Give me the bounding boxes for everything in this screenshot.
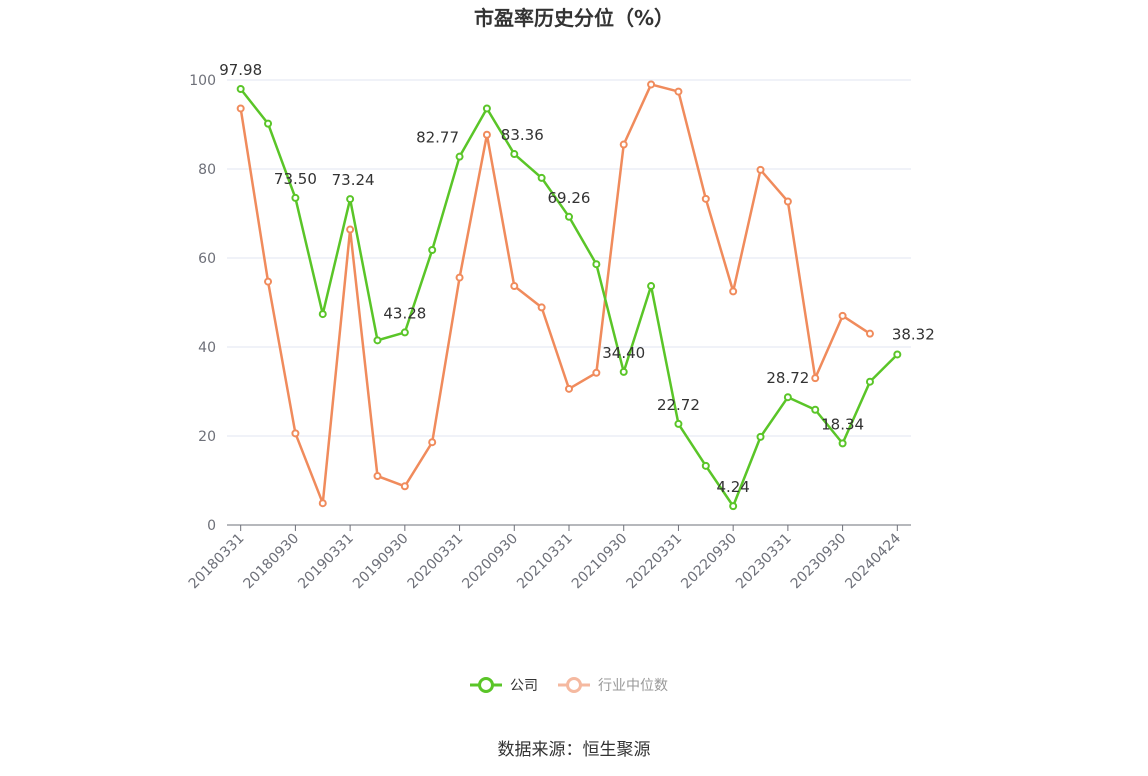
x-tick-label: 20220930 (678, 531, 740, 593)
point-industry-median[interactable] (373, 472, 382, 481)
point-company[interactable] (756, 432, 765, 441)
point-company[interactable] (373, 336, 382, 345)
x-tick-label: 20240424 (842, 530, 904, 592)
x-tick-label: 20230331 (733, 531, 795, 593)
chart-title: 市盈率历史分位（%） (474, 6, 674, 30)
data-label: 73.50 (274, 170, 317, 188)
legend-item-company[interactable]: 公司 (470, 677, 538, 694)
point-industry-median[interactable] (729, 287, 738, 296)
legend-company-marker (478, 677, 494, 693)
y-tick-label: 100 (189, 73, 216, 89)
point-industry-median[interactable] (455, 273, 464, 282)
data-label: 82.77 (416, 129, 459, 147)
point-industry-median[interactable] (318, 499, 327, 508)
x-tick-label: 20200930 (459, 531, 521, 593)
series-layer (236, 80, 902, 511)
point-company[interactable] (537, 173, 546, 182)
point-industry-median[interactable] (756, 165, 765, 174)
point-industry-median[interactable] (701, 194, 710, 203)
point-industry-median[interactable] (264, 277, 273, 286)
point-industry-median[interactable] (400, 482, 409, 491)
point-industry-median[interactable] (811, 374, 820, 383)
x-tick-label: 20230930 (788, 531, 850, 593)
point-industry-median[interactable] (838, 311, 847, 320)
point-industry-median[interactable] (428, 438, 437, 447)
point-industry-median[interactable] (537, 303, 546, 312)
y-tick-label: 40 (198, 340, 216, 356)
point-company[interactable] (701, 461, 710, 470)
point-industry-median[interactable] (647, 80, 656, 89)
point-industry-median[interactable] (674, 87, 683, 96)
x-tick-label: 20200331 (405, 531, 467, 593)
x-tick-label: 20190930 (350, 531, 412, 593)
x-tick-label: 20190331 (295, 531, 357, 593)
point-company[interactable] (838, 439, 847, 448)
data-label: 97.98 (219, 61, 262, 79)
point-company[interactable] (674, 419, 683, 428)
point-company[interactable] (455, 152, 464, 161)
point-company[interactable] (592, 260, 601, 269)
data-source-note: 数据来源：恒生聚源 (498, 740, 651, 760)
point-company[interactable] (565, 212, 573, 221)
point-company[interactable] (400, 328, 409, 337)
data-label: 83.36 (501, 126, 544, 144)
data-labels: 97.98 73.50 73.24 43.28 82.77 83.36 69.26 34.40… (219, 61, 935, 496)
point-company[interactable] (482, 104, 491, 113)
point-company[interactable] (346, 195, 355, 204)
point-company[interactable] (865, 377, 874, 386)
x-tick-label: 20220331 (624, 531, 686, 593)
point-company[interactable] (428, 245, 437, 254)
point-industry-median[interactable] (346, 225, 355, 234)
data-label: 38.32 (892, 325, 935, 343)
legend-industry-label: 行业中位数 (598, 678, 668, 694)
legend-item-industry-median[interactable]: 行业中位数 (558, 677, 668, 694)
series-industry-median (236, 80, 874, 508)
series-line-company (239, 88, 899, 508)
point-company[interactable] (783, 393, 792, 402)
point-company[interactable] (647, 282, 656, 291)
y-tick-label: 80 (198, 162, 216, 178)
data-label: 4.24 (716, 478, 749, 496)
point-company[interactable] (236, 84, 245, 93)
axes: 0 20 40 60 80 100 2018033120180930201903312019… (186, 73, 911, 592)
series-line-industry-median (239, 83, 871, 505)
point-company[interactable] (291, 193, 300, 202)
point-industry-median[interactable] (592, 368, 601, 377)
point-industry-median[interactable] (619, 140, 628, 149)
data-label: 22.72 (657, 396, 700, 414)
data-label: 34.40 (602, 344, 645, 362)
point-company[interactable] (811, 405, 820, 414)
point-company[interactable] (729, 502, 738, 511)
x-tick-label: 20180930 (241, 531, 303, 593)
x-tick-label: 20210930 (569, 531, 631, 593)
data-label: 69.26 (548, 189, 591, 207)
x-tick-label: 20180331 (186, 531, 248, 593)
grid-lines (227, 79, 911, 437)
point-industry-median[interactable] (291, 429, 300, 438)
point-company[interactable] (510, 150, 519, 159)
point-industry-median[interactable] (510, 282, 519, 291)
legend: 公司 行业中位数 (470, 677, 668, 694)
data-label: 73.24 (332, 171, 375, 189)
point-industry-median[interactable] (236, 104, 245, 113)
y-tick-label: 20 (198, 429, 216, 445)
data-label: 18.34 (821, 415, 864, 433)
y-tick-label: 0 (207, 518, 216, 534)
point-company[interactable] (318, 310, 327, 319)
point-company[interactable] (619, 367, 628, 376)
point-industry-median[interactable] (565, 384, 573, 393)
point-industry-median[interactable] (865, 329, 874, 338)
point-industry-median[interactable] (482, 130, 491, 139)
point-company[interactable] (264, 119, 273, 128)
y-tick-label: 60 (198, 251, 216, 267)
data-label: 28.72 (766, 369, 809, 387)
series-company (236, 84, 902, 511)
x-tick-label: 20210331 (514, 531, 576, 593)
legend-industry-marker (566, 677, 582, 693)
point-company[interactable] (893, 350, 902, 359)
data-label: 43.28 (383, 304, 426, 322)
legend-company-label: 公司 (510, 678, 538, 694)
point-industry-median[interactable] (783, 197, 792, 206)
